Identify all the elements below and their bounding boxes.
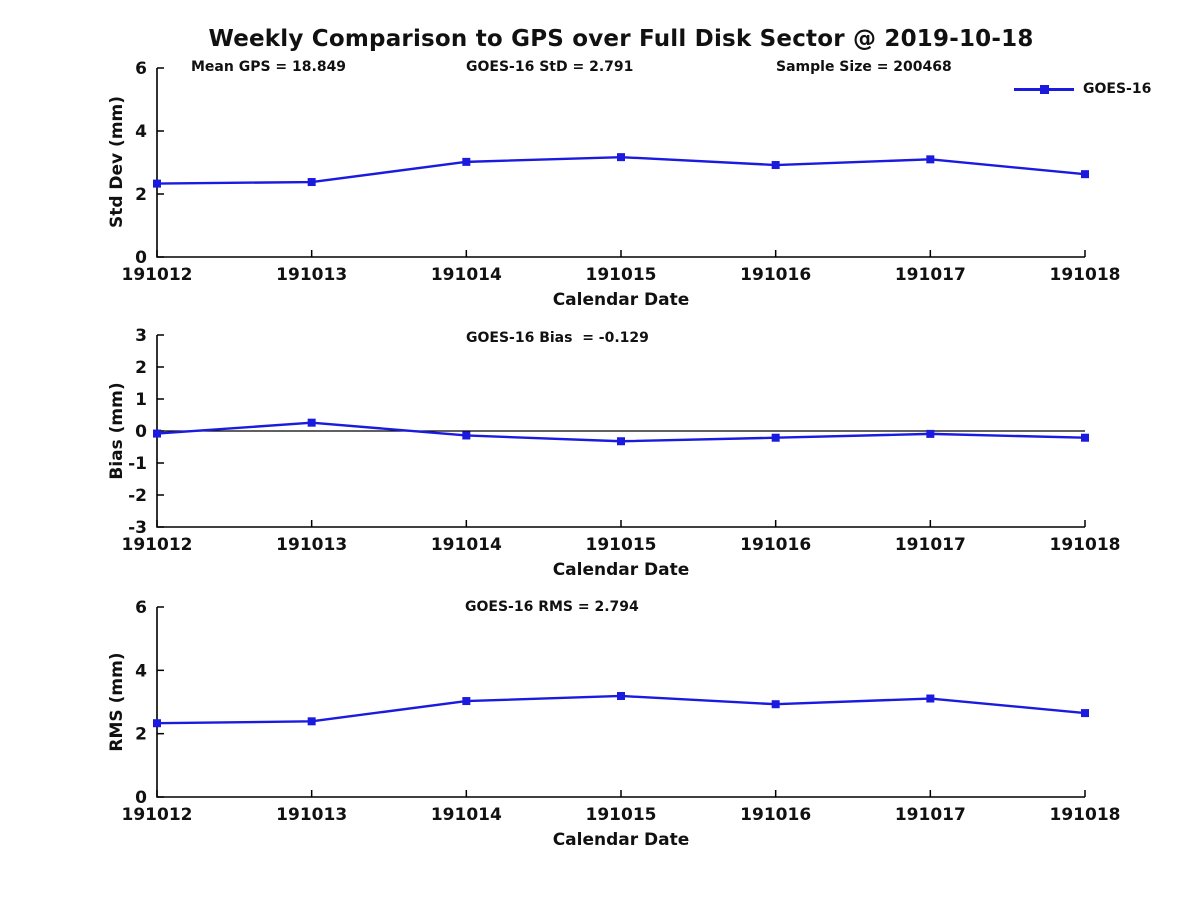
data-point-marker — [617, 691, 625, 700]
x-tick-label: 191013 — [276, 805, 347, 825]
x-tick-label: 191018 — [1050, 535, 1121, 555]
subplot-rms: 0 2 4 6 191012 191013 191014 191015 191016 191017… — [122, 598, 1121, 825]
y-tick-label: -1 — [128, 454, 147, 474]
data-point-marker — [153, 719, 161, 728]
x-tick-label: 191014 — [431, 265, 502, 285]
y-tick-label: 0 — [135, 788, 147, 808]
y-tick-label: 0 — [135, 248, 147, 268]
subplot-bias: -3 -2 -1 0 1 2 3 191012 191013 191014 191015 191016… — [122, 326, 1121, 555]
y-tick-label: 3 — [135, 326, 147, 346]
y-tick-label: 2 — [135, 725, 147, 745]
data-point-marker — [926, 694, 935, 703]
x-tick-label: 191012 — [122, 805, 193, 825]
x-tick-label: 191016 — [740, 265, 811, 285]
data-point-marker — [771, 433, 780, 442]
y-tick-label: 6 — [135, 59, 147, 79]
annotation-mean-gps: Mean GPS = 18.849 — [191, 59, 347, 75]
x-tick-label: 191015 — [586, 805, 657, 825]
legend: GOES-16 — [1014, 81, 1151, 97]
y-tick-label: 1 — [135, 390, 147, 410]
x-tick-label: 191014 — [431, 535, 502, 555]
x-tick-label: 191018 — [1050, 805, 1121, 825]
x-tick-label: 191015 — [586, 265, 657, 285]
annotation-goes16-bias: GOES-16 Bias = -0.129 — [466, 330, 649, 346]
axis-lines — [156, 607, 1085, 798]
x-tick-label: 191012 — [122, 535, 193, 555]
xlabel-bias: Calendar Date — [552, 560, 690, 580]
legend-square-marker-icon — [1040, 84, 1049, 94]
data-point-marker — [617, 153, 625, 162]
x-tick-label: 191014 — [431, 805, 502, 825]
annotation-sample-size: Sample Size = 200468 — [776, 59, 952, 75]
annotation-goes16-std: GOES-16 StD = 2.791 — [466, 59, 634, 75]
data-point-marker — [153, 429, 161, 438]
annotation-goes16-rms: GOES-16 RMS = 2.794 — [465, 599, 639, 615]
legend-line-sample — [1014, 84, 1074, 94]
y-tick-label: 2 — [135, 185, 147, 205]
xlabel-rms: Calendar Date — [552, 830, 690, 850]
y-tick-label: -3 — [128, 518, 147, 538]
axis-lines — [156, 68, 1085, 258]
data-point-marker — [462, 697, 471, 706]
data-point-marker — [307, 418, 316, 427]
x-tick-label: 191018 — [1050, 265, 1121, 285]
data-point-marker — [771, 161, 780, 170]
x-tick-label: 191013 — [276, 265, 347, 285]
y-tick-label: -2 — [128, 486, 147, 506]
xlabel-stddev: Calendar Date — [552, 290, 690, 310]
data-point-marker — [153, 179, 161, 188]
data-point-marker — [926, 429, 935, 438]
x-tick-label: 191013 — [276, 535, 347, 555]
data-point-marker — [307, 717, 316, 726]
data-point-marker — [1081, 170, 1089, 179]
data-point-marker — [926, 155, 935, 164]
x-tick-label: 191012 — [122, 265, 193, 285]
subplot-std-dev: 0 2 4 6 191012 191013 191014 191015 191016 191017… — [122, 59, 1121, 285]
x-tick-label: 191017 — [895, 805, 966, 825]
y-tick-label: 2 — [135, 358, 147, 378]
figure-title: Weekly Comparison to GPS over Full Disk … — [208, 26, 1034, 52]
data-point-marker — [462, 157, 471, 166]
y-tick-label: 6 — [135, 598, 147, 618]
y-tick-label: 4 — [135, 122, 147, 142]
data-point-marker — [462, 431, 471, 440]
series-line-GOES-16 — [156, 694, 1086, 725]
x-tick-label: 191016 — [740, 535, 811, 555]
data-point-marker — [1081, 433, 1089, 442]
x-tick-label: 191016 — [740, 805, 811, 825]
x-tick-label: 191017 — [895, 535, 966, 555]
y-tick-label: 0 — [135, 422, 147, 442]
x-tick-label: 191015 — [586, 535, 657, 555]
data-point-marker — [617, 437, 625, 446]
x-tick-label: 191017 — [895, 265, 966, 285]
data-point-marker — [1081, 709, 1089, 718]
data-point-marker — [771, 700, 780, 709]
legend-label: GOES-16 — [1083, 81, 1152, 97]
y-tick-label: 4 — [135, 661, 147, 681]
data-point-marker — [307, 178, 316, 187]
